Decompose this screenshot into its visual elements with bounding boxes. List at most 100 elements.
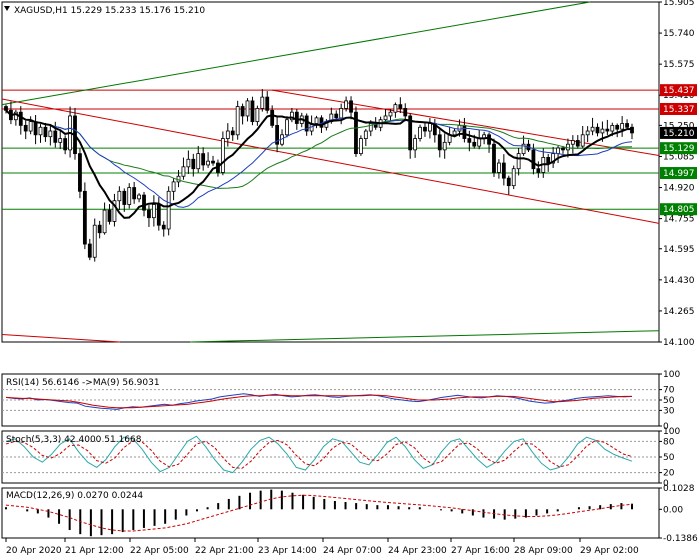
candle-body bbox=[344, 100, 349, 109]
candle-body bbox=[536, 168, 541, 173]
candle-body bbox=[354, 111, 358, 155]
candle-body bbox=[437, 134, 442, 151]
candle-body bbox=[575, 140, 580, 147]
candle-body bbox=[492, 143, 496, 173]
time-tick-label: 27 Apr 16:00 bbox=[451, 546, 510, 556]
rsi-y-tick-label: 30 bbox=[663, 406, 675, 416]
candle-body bbox=[339, 108, 344, 119]
stoch-series-line bbox=[5, 435, 633, 474]
candle-body bbox=[285, 119, 289, 136]
candle-body bbox=[423, 126, 427, 132]
rsi-y-tick-label: 70 bbox=[663, 386, 675, 396]
candle-body bbox=[275, 124, 280, 145]
candle-body bbox=[78, 153, 82, 192]
candle-body bbox=[625, 123, 629, 128]
candle-body bbox=[561, 147, 565, 151]
candle-body bbox=[107, 209, 112, 222]
green-trendline-upper bbox=[1, 1, 591, 106]
current-price-tag-label: 15.210 bbox=[663, 129, 695, 139]
candle-body bbox=[18, 111, 23, 126]
candle-body bbox=[161, 224, 166, 230]
candle-body bbox=[472, 141, 477, 147]
level-price-tag bbox=[660, 167, 697, 180]
candle-body bbox=[551, 153, 556, 164]
level-price-tag-label: 15.129 bbox=[663, 144, 695, 154]
level-price-tag-label: 15.337 bbox=[663, 105, 695, 115]
candle-body bbox=[358, 138, 363, 155]
candle-body bbox=[620, 123, 625, 130]
green-trendline-lower bbox=[189, 330, 660, 343]
candle-body bbox=[23, 124, 28, 132]
candle-body bbox=[4, 106, 8, 111]
candle-body bbox=[501, 162, 506, 179]
time-tick-label: 24 Apr 23:00 bbox=[388, 546, 447, 556]
price-panel[interactable]: 15.905 15.740 15.575 15.410 15.250 15.085 14.9… bbox=[1, 0, 697, 348]
candle-body bbox=[442, 141, 447, 151]
candle-body bbox=[156, 204, 161, 226]
price-y-tick-label: 15.085 bbox=[663, 152, 695, 162]
candle-body bbox=[250, 100, 255, 123]
rsi-y-tick-label: 50 bbox=[663, 396, 675, 406]
symbol-header: XAGUSD,H1 15.229 15.233 15.176 15.210 bbox=[4, 6, 205, 16]
candle-body bbox=[418, 126, 422, 139]
price-y-tick-label: 14.920 bbox=[663, 184, 695, 194]
time-tick-label: 22 Apr 05:00 bbox=[130, 546, 189, 556]
candle-body bbox=[556, 147, 560, 155]
candle-body bbox=[511, 168, 516, 187]
candle-body bbox=[403, 108, 408, 117]
macd-signal-line bbox=[5, 494, 633, 532]
time-axis: 20 Apr 2020 21 Apr 12:00 22 Apr 05:00 22 Ap… bbox=[5, 538, 639, 556]
candle-body bbox=[516, 153, 521, 170]
time-tick-label: 22 Apr 21:00 bbox=[195, 546, 254, 556]
macd-y-tick-label: 0.00 bbox=[663, 505, 683, 515]
macd-panel-title: MACD(12,26,9) 0.0270 0.0244 bbox=[6, 491, 143, 501]
candle-body bbox=[58, 138, 63, 143]
stoch-y-tick-label: 0 bbox=[663, 479, 669, 489]
candle-body bbox=[225, 130, 230, 139]
candle-body bbox=[132, 187, 137, 200]
rsi-lines bbox=[5, 393, 633, 410]
price-y-axis: 15.905 15.740 15.575 15.410 15.250 15.085 14.9… bbox=[659, 0, 695, 348]
macd-panel[interactable]: 0.1028 0.00 -0.1386 MACD(12,26,9) 0.0270 0… bbox=[1, 484, 698, 544]
candles bbox=[4, 89, 634, 262]
candle-body bbox=[87, 243, 92, 258]
candle-body bbox=[294, 111, 299, 124]
candle-body bbox=[467, 138, 472, 143]
candle-body bbox=[570, 140, 575, 145]
candle-body bbox=[580, 134, 585, 147]
candle-body bbox=[102, 209, 107, 234]
time-tick-label: 29 Apr 02:00 bbox=[580, 546, 639, 556]
candle-body bbox=[630, 126, 634, 134]
rsi-y-tick-label: 0 bbox=[663, 422, 669, 432]
candle-body bbox=[142, 194, 146, 211]
price-y-tick-label: 14.595 bbox=[663, 245, 695, 255]
macd-y-tick-label: -0.1386 bbox=[663, 534, 698, 544]
candle-body bbox=[363, 130, 368, 139]
rsi-series-line bbox=[5, 394, 632, 409]
candle-body bbox=[521, 143, 526, 155]
candle-body bbox=[615, 124, 620, 130]
price-y-tick-label: 14.755 bbox=[663, 215, 695, 225]
level-price-tag bbox=[660, 102, 697, 115]
stoch-y-tick-label: 80 bbox=[663, 437, 675, 447]
channel-bottom bbox=[219, 139, 660, 224]
candle-body bbox=[255, 108, 260, 123]
level-price-tag-label: 14.997 bbox=[663, 169, 695, 179]
price-y-tick-label: 14.430 bbox=[663, 276, 695, 286]
trend-lines bbox=[1, 1, 660, 343]
candle-body bbox=[230, 130, 235, 136]
level-price-tags: 15.437 15.337 15.129 14.997 14.805 15.210 bbox=[660, 84, 697, 216]
candle-body bbox=[585, 130, 590, 136]
candle-body bbox=[388, 111, 393, 117]
candle-body bbox=[97, 224, 102, 234]
candle-body bbox=[304, 115, 309, 132]
candle-body bbox=[383, 115, 388, 121]
candle-body bbox=[112, 200, 117, 222]
collapse-triangle-icon[interactable] bbox=[4, 6, 10, 11]
candle-body bbox=[600, 128, 605, 134]
candle-body bbox=[147, 209, 151, 219]
candle-body bbox=[206, 160, 210, 166]
